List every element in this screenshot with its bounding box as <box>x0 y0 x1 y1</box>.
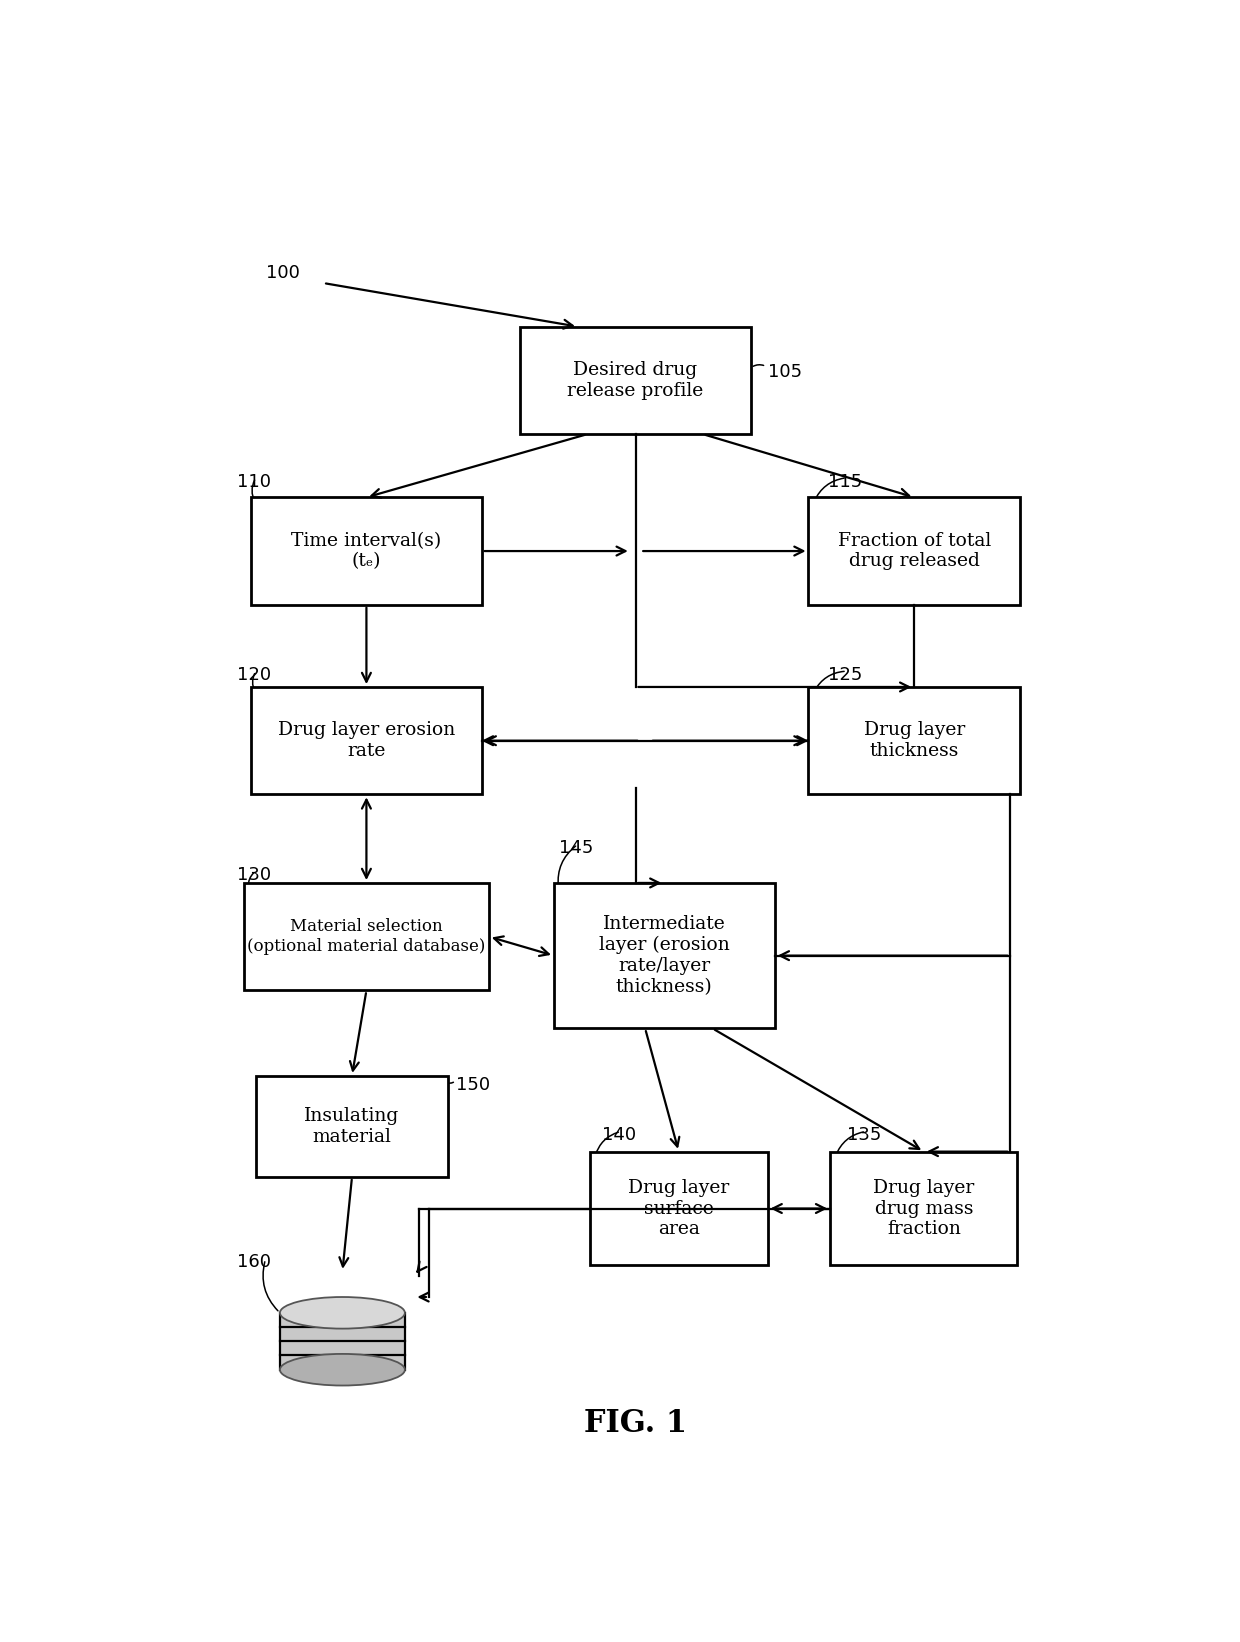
FancyBboxPatch shape <box>250 498 481 604</box>
FancyBboxPatch shape <box>554 883 775 1028</box>
FancyBboxPatch shape <box>830 1151 1018 1266</box>
FancyBboxPatch shape <box>250 686 481 795</box>
Text: 120: 120 <box>237 667 270 685</box>
Text: Drug layer erosion
rate: Drug layer erosion rate <box>278 721 455 760</box>
Text: 160: 160 <box>237 1253 270 1271</box>
Text: Material selection
(optional material database): Material selection (optional material da… <box>247 918 486 956</box>
Text: FIG. 1: FIG. 1 <box>584 1407 687 1438</box>
FancyBboxPatch shape <box>244 883 489 990</box>
FancyBboxPatch shape <box>521 327 751 433</box>
Text: 135: 135 <box>847 1126 882 1144</box>
FancyBboxPatch shape <box>280 1314 404 1369</box>
FancyBboxPatch shape <box>808 498 1019 604</box>
FancyBboxPatch shape <box>590 1151 768 1266</box>
Text: 140: 140 <box>601 1126 636 1144</box>
Text: 115: 115 <box>828 473 862 491</box>
Text: Fraction of total
drug released: Fraction of total drug released <box>837 532 991 570</box>
Text: 150: 150 <box>456 1076 490 1094</box>
Ellipse shape <box>280 1355 404 1386</box>
Text: Drug layer
drug mass
fraction: Drug layer drug mass fraction <box>873 1179 975 1238</box>
Text: Desired drug
release profile: Desired drug release profile <box>568 361 703 399</box>
Text: Intermediate
layer (erosion
rate/layer
thickness): Intermediate layer (erosion rate/layer t… <box>599 915 729 997</box>
FancyBboxPatch shape <box>808 686 1019 795</box>
Text: 100: 100 <box>265 264 299 282</box>
Text: 110: 110 <box>237 473 270 491</box>
FancyBboxPatch shape <box>255 1076 448 1177</box>
Text: Drug layer
surface
area: Drug layer surface area <box>629 1179 729 1238</box>
Text: 105: 105 <box>768 363 802 381</box>
Text: Time interval(s)
(tₑ): Time interval(s) (tₑ) <box>291 532 441 570</box>
Text: 130: 130 <box>237 865 270 883</box>
Text: 125: 125 <box>828 667 862 685</box>
Text: Drug layer
thickness: Drug layer thickness <box>863 721 965 760</box>
Text: Insulating
material: Insulating material <box>304 1107 399 1146</box>
Ellipse shape <box>280 1297 404 1328</box>
Text: 145: 145 <box>558 839 593 857</box>
